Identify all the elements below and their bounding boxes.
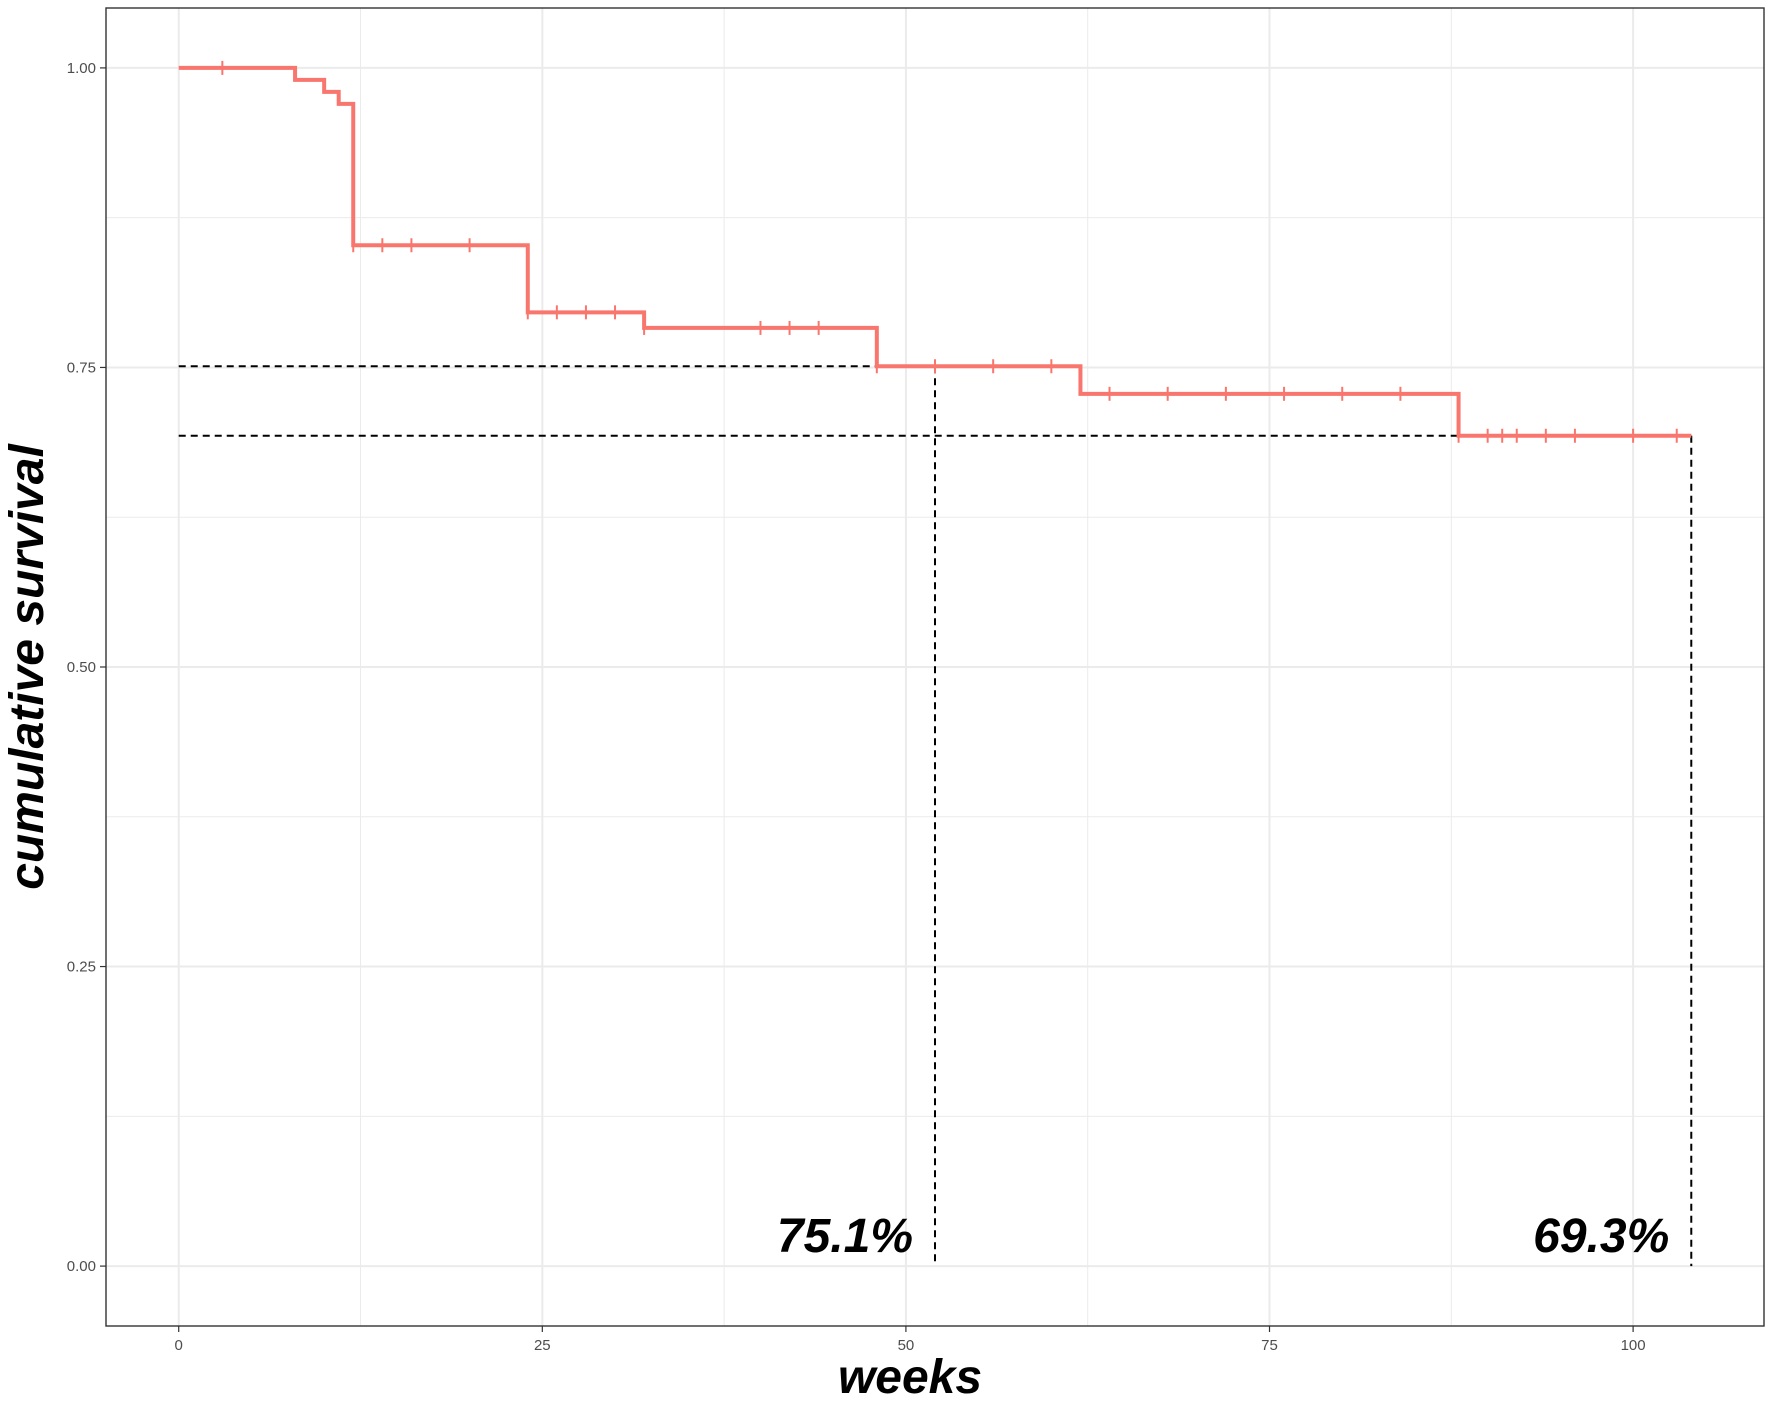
y-tick-label: 0.00 — [67, 1258, 96, 1275]
survival-rate-annotation: 75.1% — [777, 1210, 913, 1263]
x-tick-label: 50 — [898, 1337, 915, 1354]
x-tick-label: 0 — [175, 1337, 183, 1354]
y-axis-title: cumulative survival — [1, 443, 54, 890]
annotations: 75.1% 69.3% — [777, 1210, 1669, 1263]
y-tick-label: 0.25 — [67, 959, 96, 976]
x-tick-label: 25 — [534, 1337, 551, 1354]
x-axis: 0 25 50 75 100 — [175, 1326, 1646, 1354]
reference-lines — [178, 365, 1693, 1267]
x-tick-label: 100 — [1621, 1337, 1646, 1354]
x-tick-label: 75 — [1261, 1337, 1278, 1354]
survival-curve-line — [178, 65, 1692, 438]
y-axis: 0.00 0.25 0.50 0.75 1.00 — [67, 60, 106, 1275]
y-tick-label: 0.50 — [67, 659, 96, 676]
survival-rate-annotation: 69.3% — [1533, 1210, 1669, 1263]
y-tick-label: 1.00 — [67, 60, 96, 77]
censor-marks — [221, 60, 1678, 443]
survival-curve-layer — [178, 65, 1692, 438]
y-tick-label: 0.75 — [67, 359, 96, 376]
x-axis-title: weeks — [838, 1351, 982, 1404]
